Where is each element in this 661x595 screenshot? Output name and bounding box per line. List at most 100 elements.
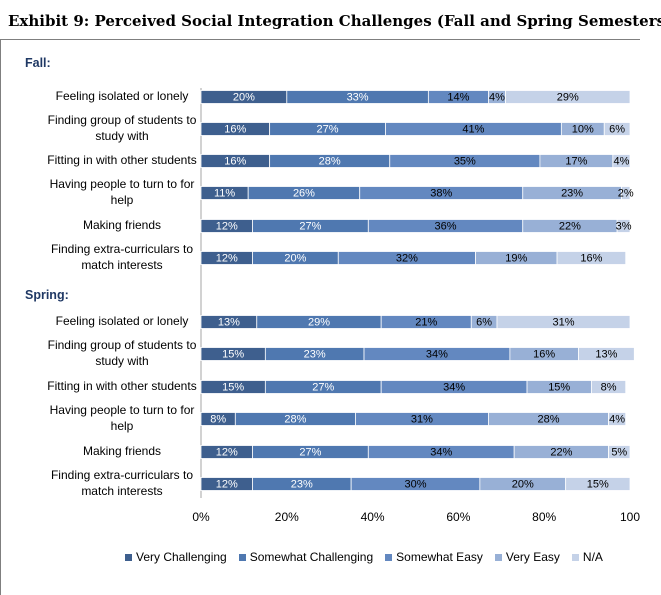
data-label: 12% — [216, 478, 238, 490]
data-label: 34% — [430, 446, 452, 458]
data-label: 13% — [595, 348, 617, 360]
legend-label: N/A — [582, 550, 603, 564]
bar-segment — [496, 315, 631, 329]
left-border — [0, 40, 1, 595]
bar-segment — [578, 347, 635, 361]
bar-segment — [590, 380, 627, 394]
category-label: Finding group of students to — [48, 338, 197, 352]
category-label: Having people to turn to for — [50, 177, 195, 191]
data-label: 33% — [347, 91, 369, 103]
title-divider — [0, 39, 640, 40]
data-label: 10% — [572, 123, 594, 135]
category-label: match interests — [81, 484, 162, 498]
x-tick-label: 20% — [275, 510, 299, 524]
bar-segment — [505, 90, 631, 104]
data-label: 26% — [293, 187, 315, 199]
legend-label: Somewhat Challenging — [249, 550, 374, 564]
data-label: 29% — [557, 91, 579, 103]
x-tick-label: 0% — [192, 510, 210, 524]
category-label: Feeling isolated or lonely — [56, 314, 189, 328]
data-label: 23% — [291, 478, 313, 490]
data-label: 27% — [317, 123, 339, 135]
data-label: 6% — [609, 123, 625, 135]
category-label: Finding extra-curriculars to — [51, 468, 193, 482]
data-label: 27% — [312, 381, 334, 393]
legend-swatch — [571, 553, 579, 561]
data-label: 8% — [210, 413, 226, 425]
category-label: help — [111, 193, 134, 207]
data-label: 34% — [443, 381, 465, 393]
data-label: 38% — [430, 187, 452, 199]
legend-item: N/A — [571, 550, 603, 564]
data-label: 30% — [404, 478, 426, 490]
chart-legend: Very Challenging Somewhat Challenging Some… — [125, 550, 603, 564]
legend-label: Very Easy — [505, 550, 560, 564]
bar-segment — [612, 154, 631, 168]
data-label: 13% — [218, 316, 240, 328]
legend-swatch — [125, 553, 132, 561]
legend-swatch — [385, 553, 393, 561]
data-label: 36% — [435, 220, 457, 232]
legend-item: Somewhat Challenging — [238, 550, 374, 564]
data-label: 23% — [304, 348, 326, 360]
data-label: 22% — [559, 220, 581, 232]
bar-segment — [608, 445, 631, 459]
category-label: help — [111, 419, 134, 433]
data-label: 4% — [613, 155, 629, 167]
data-label: 35% — [454, 155, 476, 167]
data-label: 19% — [505, 252, 527, 264]
data-label: 22% — [550, 446, 572, 458]
bar-segment — [565, 477, 631, 491]
data-label: 20% — [284, 252, 306, 264]
category-label: Finding extra-curriculars to — [51, 242, 193, 256]
category-label: study with — [95, 354, 148, 368]
data-label: 23% — [561, 187, 583, 199]
category-label: Feeling isolated or lonely — [56, 89, 189, 103]
data-label: 16% — [533, 348, 555, 360]
data-label: 12% — [216, 446, 238, 458]
data-label: 11% — [214, 187, 235, 199]
bar-segment — [616, 219, 631, 233]
data-label: 2% — [618, 187, 634, 199]
category-label: Having people to turn to for — [50, 403, 195, 417]
category-label: study with — [95, 129, 148, 143]
group-label: Spring: — [25, 288, 69, 302]
data-label: 3% — [616, 220, 632, 232]
data-label: 15% — [222, 348, 244, 360]
data-label: 28% — [284, 413, 306, 425]
legend-label: Very Challenging — [136, 550, 227, 564]
data-label: 41% — [462, 123, 484, 135]
category-label: match interests — [81, 258, 162, 272]
data-label: 17% — [565, 155, 587, 167]
legend-item: Very Easy — [494, 550, 560, 564]
bar-segment — [621, 186, 631, 200]
bar-segment — [603, 122, 631, 136]
group-label: Fall: — [25, 56, 51, 70]
legend-item: Very Challenging — [125, 550, 227, 564]
data-label: 31% — [411, 413, 433, 425]
legend-swatch — [494, 553, 502, 561]
legend-swatch — [238, 553, 246, 561]
legend-label: Somewhat Easy — [396, 550, 483, 564]
data-label: 27% — [299, 446, 321, 458]
data-label: 34% — [426, 348, 448, 360]
data-label: 27% — [299, 220, 321, 232]
category-label: Finding group of students to — [48, 113, 197, 127]
data-label: 15% — [222, 381, 244, 393]
x-tick-label: 100 — [620, 510, 640, 524]
data-label: 28% — [537, 413, 559, 425]
x-tick-label: 60% — [446, 510, 470, 524]
data-label: 4% — [609, 413, 625, 425]
data-label: 20% — [512, 478, 534, 490]
category-label: Making friends — [83, 218, 161, 232]
data-label: 6% — [476, 316, 492, 328]
category-label: Making friends — [83, 444, 161, 458]
data-label: 16% — [580, 252, 602, 264]
data-label: 21% — [415, 316, 437, 328]
x-tick-label: 80% — [532, 510, 556, 524]
data-label: 16% — [224, 123, 246, 135]
data-label: 5% — [611, 446, 627, 458]
chart-title: Exhibit 9: Perceived Social Integration … — [8, 12, 661, 30]
data-label: 20% — [233, 91, 255, 103]
